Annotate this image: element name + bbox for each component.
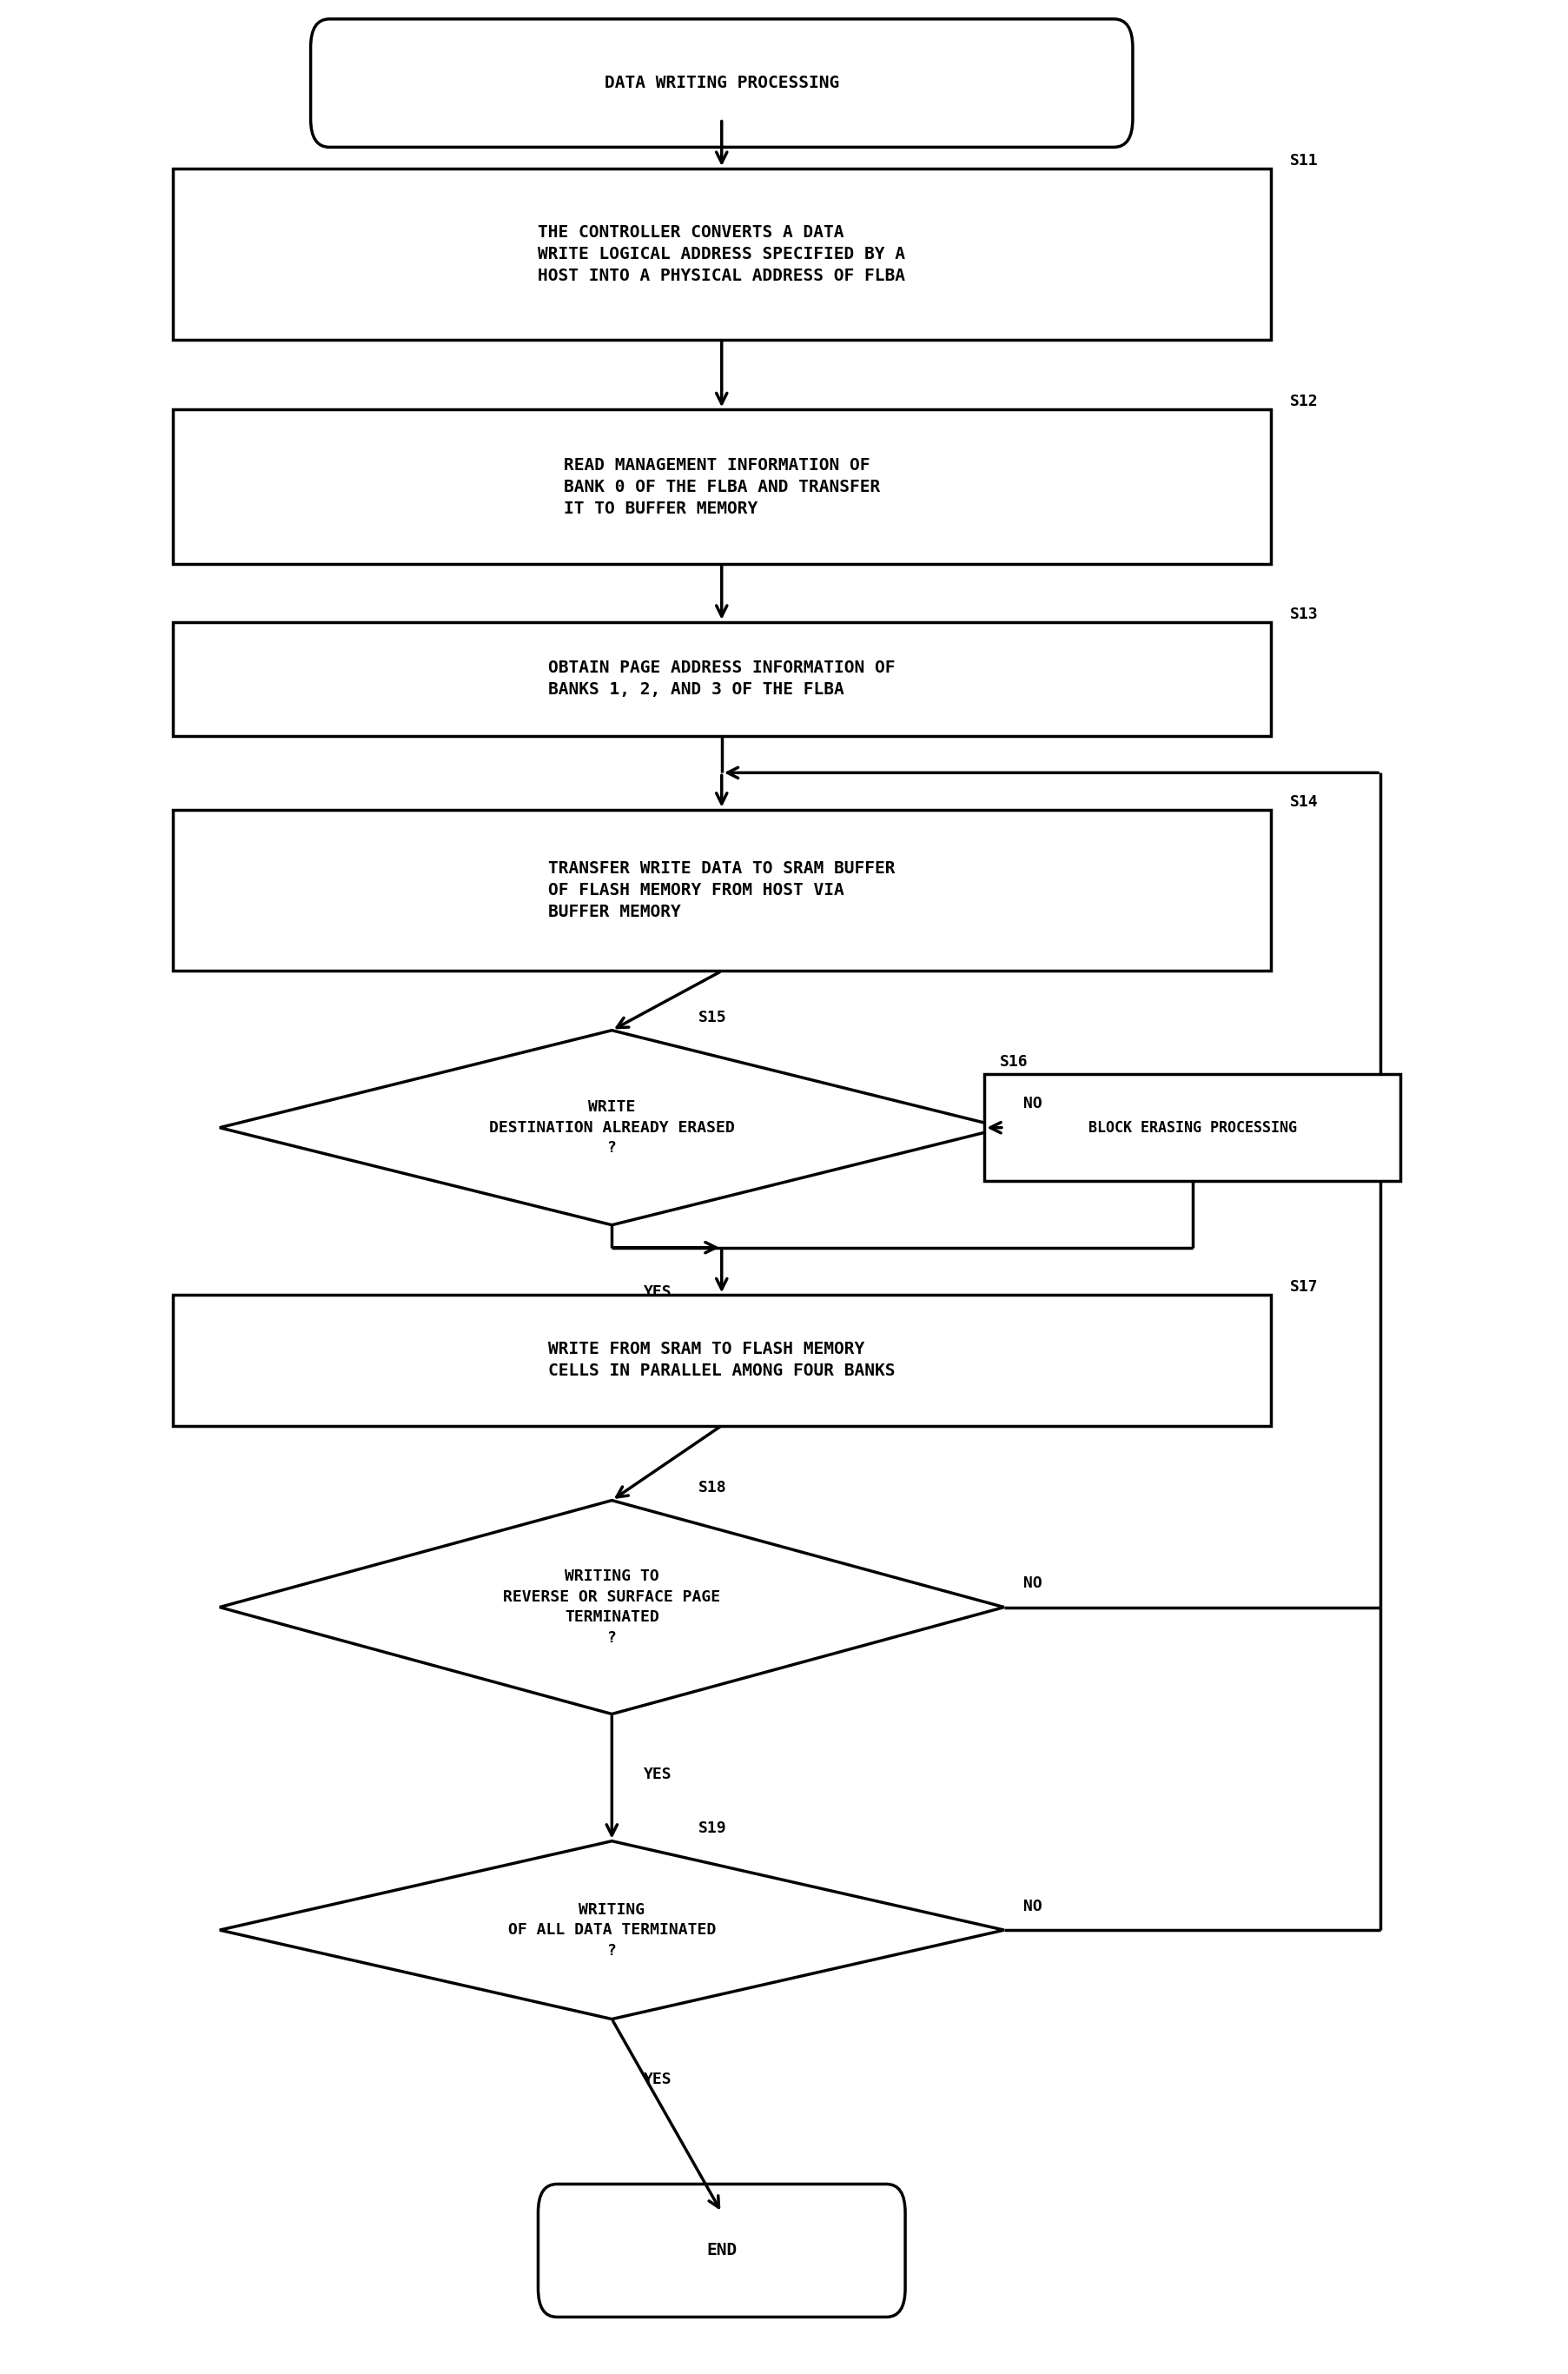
Text: BLOCK ERASING PROCESSING: BLOCK ERASING PROCESSING xyxy=(1088,1121,1295,1135)
Text: WRITE FROM SRAM TO FLASH MEMORY
CELLS IN PARALLEL AMONG FOUR BANKS: WRITE FROM SRAM TO FLASH MEMORY CELLS IN… xyxy=(547,1341,895,1379)
FancyBboxPatch shape xyxy=(172,408,1270,563)
FancyBboxPatch shape xyxy=(172,169,1270,339)
Text: NO: NO xyxy=(1022,1899,1041,1913)
Text: WRITING
OF ALL DATA TERMINATED
?: WRITING OF ALL DATA TERMINATED ? xyxy=(508,1902,715,1959)
Text: S13: S13 xyxy=(1289,605,1317,622)
Text: TRANSFER WRITE DATA TO SRAM BUFFER
OF FLASH MEMORY FROM HOST VIA
BUFFER MEMORY: TRANSFER WRITE DATA TO SRAM BUFFER OF FL… xyxy=(547,859,895,921)
Text: S19: S19 xyxy=(698,1821,726,1837)
Polygon shape xyxy=(220,1842,1004,2018)
FancyBboxPatch shape xyxy=(985,1073,1400,1180)
Text: YES: YES xyxy=(643,1284,671,1301)
Text: S17: S17 xyxy=(1289,1280,1317,1296)
Text: YES: YES xyxy=(643,2070,671,2087)
Text: NO: NO xyxy=(1022,1576,1041,1591)
Text: S15: S15 xyxy=(698,1009,726,1026)
Text: S12: S12 xyxy=(1289,394,1317,408)
Text: OBTAIN PAGE ADDRESS INFORMATION OF
BANKS 1, 2, AND 3 OF THE FLBA: OBTAIN PAGE ADDRESS INFORMATION OF BANKS… xyxy=(547,660,895,698)
Text: NO: NO xyxy=(1022,1097,1041,1111)
Polygon shape xyxy=(220,1500,1004,1714)
Text: DATA WRITING PROCESSING: DATA WRITING PROCESSING xyxy=(604,76,839,90)
Text: END: END xyxy=(706,2243,737,2258)
FancyBboxPatch shape xyxy=(310,19,1132,147)
FancyBboxPatch shape xyxy=(172,810,1270,971)
Text: YES: YES xyxy=(643,1766,671,1783)
Text: S18: S18 xyxy=(698,1479,726,1496)
Text: WRITING TO
REVERSE OR SURFACE PAGE
TERMINATED
?: WRITING TO REVERSE OR SURFACE PAGE TERMI… xyxy=(503,1569,720,1645)
Polygon shape xyxy=(220,1030,1004,1225)
FancyBboxPatch shape xyxy=(172,622,1270,736)
Text: READ MANAGEMENT INFORMATION OF
BANK 0 OF THE FLBA AND TRANSFER
IT TO BUFFER MEMO: READ MANAGEMENT INFORMATION OF BANK 0 OF… xyxy=(563,456,880,518)
Text: S11: S11 xyxy=(1289,152,1317,169)
Text: THE CONTROLLER CONVERTS A DATA
WRITE LOGICAL ADDRESS SPECIFIED BY A
HOST INTO A : THE CONTROLLER CONVERTS A DATA WRITE LOG… xyxy=(538,223,905,285)
Text: WRITE
DESTINATION ALREADY ERASED
?: WRITE DESTINATION ALREADY ERASED ? xyxy=(489,1099,734,1156)
Text: S16: S16 xyxy=(1000,1054,1029,1068)
FancyBboxPatch shape xyxy=(172,1296,1270,1424)
Text: S14: S14 xyxy=(1289,793,1317,810)
FancyBboxPatch shape xyxy=(538,2184,905,2317)
